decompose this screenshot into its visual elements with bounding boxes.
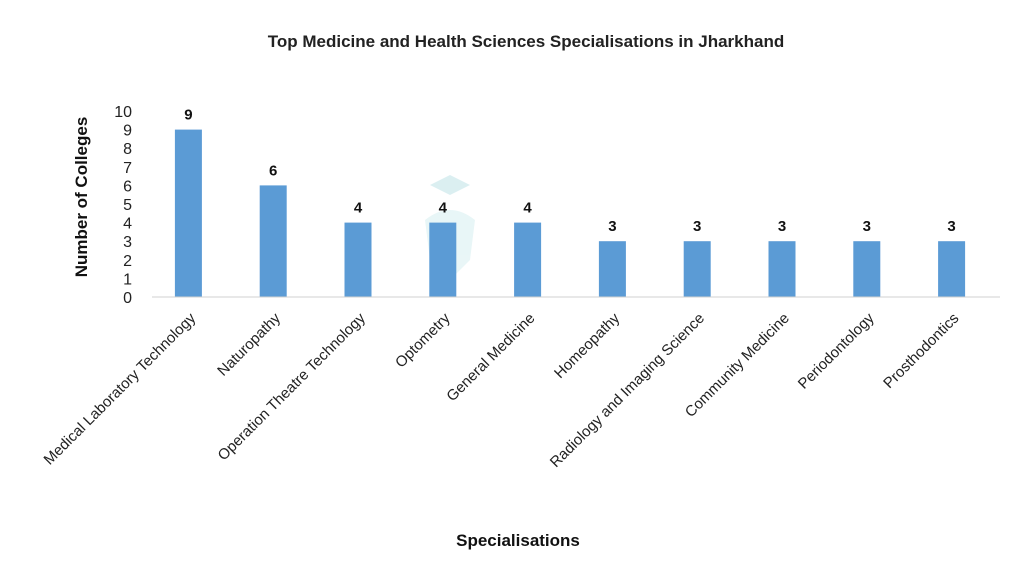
x-tick-label: Medical Laboratory Technology [41, 309, 200, 468]
x-tick-label: Optometry [392, 309, 454, 371]
bar [514, 222, 542, 297]
x-axis-title: Specialisations [456, 531, 580, 550]
data-label: 3 [863, 218, 871, 235]
bar [174, 129, 202, 297]
bar [683, 241, 711, 297]
x-tick-label: Radiology and Imaging Science [547, 310, 708, 471]
y-tick-label: 4 [123, 216, 132, 233]
data-label: 4 [523, 200, 532, 217]
y-axis-title: Number of Colleges [72, 117, 91, 278]
x-tick-label: Periodontology [795, 309, 878, 392]
y-tick-label: 9 [123, 123, 132, 140]
bar [768, 241, 796, 297]
bar [259, 185, 287, 297]
y-tick-label: 10 [114, 104, 132, 121]
y-tick-label: 6 [123, 178, 132, 195]
chart-title: Top Medicine and Health Sciences Special… [268, 32, 784, 51]
bar [598, 241, 626, 297]
y-tick-label: 1 [123, 271, 132, 288]
x-tick-label: Prosthodontics [880, 310, 962, 392]
y-tick-label: 7 [123, 160, 132, 177]
x-tick-label: Naturopathy [214, 309, 284, 379]
data-label: 3 [608, 218, 616, 235]
data-label: 3 [778, 218, 786, 235]
data-label: 9 [184, 107, 192, 124]
y-tick-label: 0 [123, 290, 132, 307]
data-label: 6 [269, 162, 277, 179]
y-tick-label: 8 [123, 141, 132, 158]
bar [429, 222, 457, 297]
data-label: 4 [439, 200, 448, 217]
data-label: 3 [693, 218, 701, 235]
y-tick-label: 3 [123, 234, 132, 251]
y-tick-label: 5 [123, 197, 132, 214]
data-label: 3 [947, 218, 955, 235]
data-label: 4 [354, 200, 363, 217]
x-tick-label: Operation Theatre Technology [215, 309, 370, 464]
x-tick-label: General Medicine [443, 310, 538, 405]
y-tick-label: 2 [123, 253, 132, 270]
bar [938, 241, 966, 297]
bar [853, 241, 881, 297]
bar [344, 222, 372, 297]
x-tick-label: Homeopathy [551, 309, 624, 382]
